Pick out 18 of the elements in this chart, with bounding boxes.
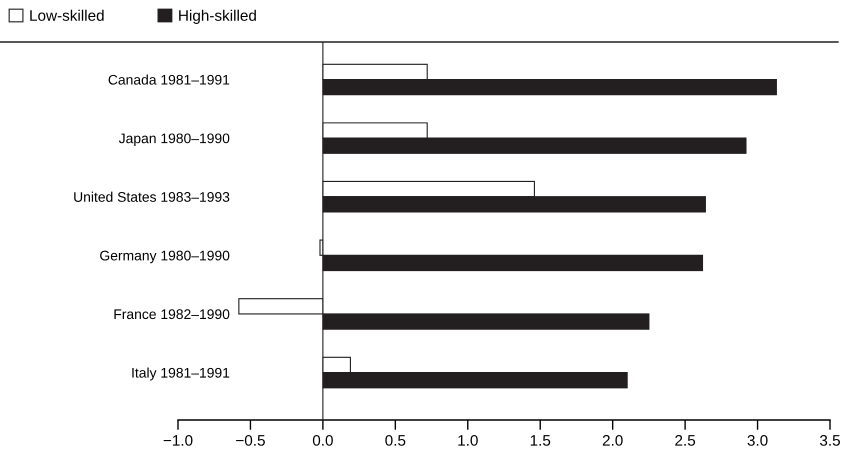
x-tick-label: 3.5 bbox=[820, 434, 840, 446]
y-tick-label: France 1982–1990 bbox=[114, 309, 230, 320]
y-tick-label: Germany 1980–1990 bbox=[100, 250, 230, 264]
x-tick-label: −0.5 bbox=[236, 434, 265, 446]
x-tick-label: 1.0 bbox=[458, 434, 478, 446]
legend-label: Low-skilled bbox=[30, 10, 104, 21]
y-tick-label: Canada 1981–1991 bbox=[108, 74, 230, 85]
y-tick-label: Italy 1981–1991 bbox=[132, 368, 230, 380]
x-tick-label: 0.0 bbox=[312, 434, 333, 446]
x-tick-label: 2.0 bbox=[602, 434, 623, 446]
x-tick-label: 1.5 bbox=[530, 435, 550, 446]
x-tick-label: 2.5 bbox=[675, 434, 696, 446]
y-tick-label: Japan 1980–1990 bbox=[118, 133, 230, 146]
legend-label: High-skilled bbox=[179, 10, 256, 24]
y-tick-label: United States 1983–1993 bbox=[74, 192, 230, 202]
x-tick-label: 3.0 bbox=[748, 434, 768, 446]
x-tick-label: 0.5 bbox=[385, 434, 406, 446]
x-tick-label: −1.0 bbox=[164, 434, 192, 446]
